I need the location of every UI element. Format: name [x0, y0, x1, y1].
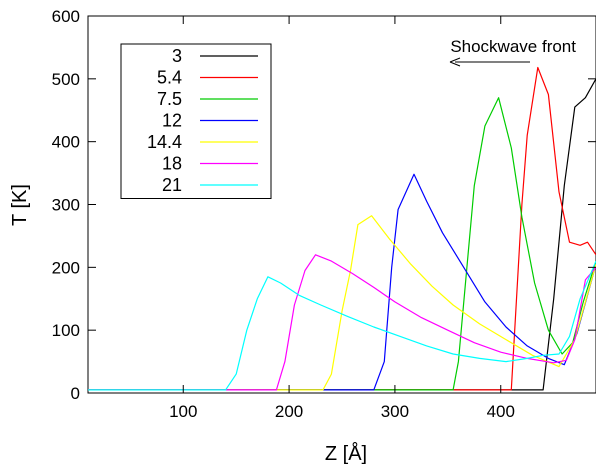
- legend-box: [120, 43, 272, 199]
- series-line-14.4: [88, 215, 596, 391]
- series-line-18: [88, 254, 596, 391]
- series-line-5.4: [88, 66, 596, 391]
- annotation-text: Shockwave front: [450, 37, 576, 56]
- x-tick-label-200: 200: [275, 402, 303, 421]
- x-tick-label-100: 100: [169, 402, 197, 421]
- y-tick-label-600: 600: [52, 7, 80, 26]
- y-axis-label: T [K]: [9, 184, 31, 226]
- series-line-7.5: [88, 97, 596, 391]
- series-line-3: [88, 78, 596, 391]
- y-tick-label-500: 500: [52, 70, 80, 89]
- x-tick-label-400: 400: [487, 402, 515, 421]
- legend-label-3: 3: [172, 46, 182, 66]
- y-tick-label-100: 100: [52, 321, 80, 340]
- y-tick-label-300: 300: [52, 196, 80, 215]
- y-tick-label-200: 200: [52, 258, 80, 277]
- legend-label-21: 21: [162, 175, 182, 195]
- x-tick-label-300: 300: [381, 402, 409, 421]
- series-line-12: [88, 173, 596, 391]
- series-line-21: [88, 260, 596, 391]
- y-tick-label-0: 0: [71, 384, 80, 403]
- y-tick-label-400: 400: [52, 133, 80, 152]
- legend-label-14.4: 14.4: [147, 132, 182, 152]
- series-lines: [88, 66, 596, 391]
- legend-label-7.5: 7.5: [157, 89, 182, 109]
- annotation-arrow-head: [449, 57, 461, 67]
- legend-label-12: 12: [162, 111, 182, 131]
- shockwave-annotation: Shockwave front: [449, 37, 576, 67]
- legend-label-5.4: 5.4: [157, 68, 182, 88]
- x-axis-label: Z [Å]: [325, 442, 367, 465]
- legend-label-18: 18: [162, 154, 182, 174]
